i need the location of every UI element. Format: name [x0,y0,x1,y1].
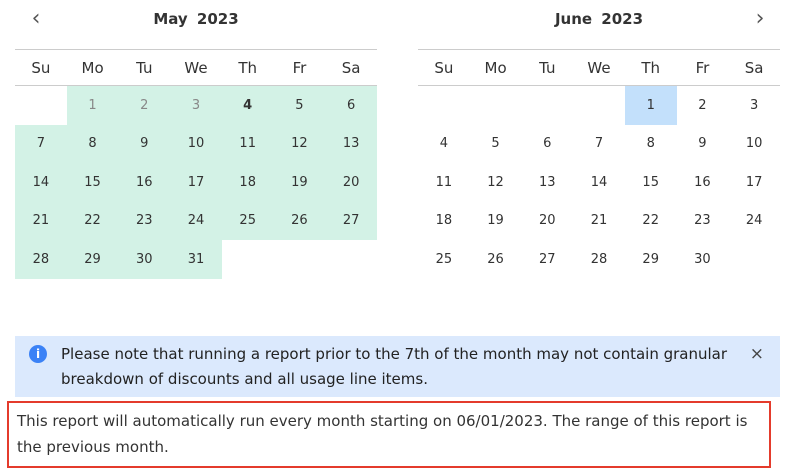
day-10[interactable]: 10 [745,136,763,152]
day-3[interactable]: 3 [170,86,222,125]
weekday-mo: Mo [81,58,104,77]
day-24[interactable]: 24 [170,201,222,240]
weekday-header: Su Mo Tu We Th Fr Sa [15,49,377,86]
day-15[interactable]: 15 [66,163,119,202]
prev-month-button[interactable]: ‹ [31,6,41,31]
day-12[interactable]: 12 [487,174,504,190]
day-8[interactable]: 8 [646,136,655,152]
day-16[interactable]: 16 [694,174,711,190]
day-23[interactable]: 23 [118,201,171,240]
day-15[interactable]: 15 [642,174,659,190]
day-5[interactable]: 5 [491,136,500,152]
empty-cell [470,86,522,125]
day-9[interactable]: 9 [698,136,707,152]
weekday-su: Su [434,58,454,77]
weekday-sa: Sa [341,58,361,77]
day-9[interactable]: 9 [118,124,171,163]
day-4[interactable]: 4 [439,136,448,152]
day-22[interactable]: 22 [66,201,119,240]
day-26[interactable]: 26 [273,201,326,240]
day-18[interactable]: 18 [221,163,274,202]
day-2[interactable]: 2 [118,86,171,125]
empty-cell [573,86,625,125]
weekday-tu: Tu [539,58,556,77]
day-29[interactable]: 29 [66,240,119,279]
day-30[interactable]: 30 [118,240,171,279]
day-22[interactable]: 22 [642,213,659,229]
day-17[interactable]: 17 [170,163,222,202]
day-3[interactable]: 3 [750,97,759,113]
weekday-sa: Sa [744,58,764,77]
day-2[interactable]: 2 [698,97,707,113]
may-calendar: Su Mo Tu We Th Fr Sa 1 2 3 4 5 6 7 8 9 10 11 12 13 14 15 16 17… [15,49,377,279]
weekday-mo: Mo [484,58,507,77]
day-10[interactable]: 10 [170,124,222,163]
schedule-note: This report will automatically run every… [7,401,771,468]
day-5[interactable]: 5 [273,86,326,125]
weekday-tu: Tu [136,58,153,77]
day-13[interactable]: 13 [539,174,556,190]
right-month-title: June 2023 [554,10,644,28]
day-30[interactable]: 30 [694,251,711,267]
day-8[interactable]: 8 [66,124,119,163]
day-20[interactable]: 20 [539,213,556,229]
day-1[interactable]: 1 [624,86,677,125]
day-21[interactable]: 21 [15,201,67,240]
empty-cell [418,86,470,125]
empty-cell [15,86,67,125]
day-4[interactable]: 4 [221,86,274,125]
day-27[interactable]: 27 [539,251,556,267]
day-grid: 1 2 3 4 5 6 7 8 9 10 11 12 13 14 15 16 17 18 19 20 21 22 23 24 2… [418,86,780,279]
day-13[interactable]: 13 [325,124,377,163]
day-29[interactable]: 29 [642,251,659,267]
day-20[interactable]: 20 [325,163,377,202]
schedule-note-text: This report will automatically run every… [17,412,748,456]
day-28[interactable]: 28 [15,240,67,279]
day-27[interactable]: 27 [325,201,377,240]
info-text: Please note that running a report prior … [61,345,728,388]
weekday-th: Th [238,58,258,77]
day-6[interactable]: 6 [543,136,552,152]
day-16[interactable]: 16 [118,163,171,202]
day-24[interactable]: 24 [745,213,763,229]
info-banner: i Please note that running a report prio… [15,336,780,397]
weekday-fr: Fr [292,58,307,77]
day-grid: 1 2 3 4 5 6 7 8 9 10 11 12 13 14 15 16 17 18 19 20 21 22 23 24 2… [15,86,377,279]
day-11[interactable]: 11 [221,124,274,163]
empty-cell [521,86,573,125]
day-6[interactable]: 6 [325,86,377,125]
day-17[interactable]: 17 [745,174,763,190]
day-23[interactable]: 23 [694,213,711,229]
left-month-title: May 2023 [153,10,239,28]
day-18[interactable]: 18 [435,213,453,229]
day-11[interactable]: 11 [435,174,453,190]
day-25[interactable]: 25 [435,251,453,267]
day-7[interactable]: 7 [594,136,604,152]
close-icon[interactable]: × [749,344,764,364]
day-31[interactable]: 31 [170,240,222,279]
day-14[interactable]: 14 [590,174,608,190]
day-21[interactable]: 21 [590,213,608,229]
day-25[interactable]: 25 [221,201,274,240]
day-12[interactable]: 12 [273,124,326,163]
day-7[interactable]: 7 [15,124,67,163]
weekday-header: Su Mo Tu We Th Fr Sa [418,49,780,86]
day-28[interactable]: 28 [590,251,608,267]
weekday-su: Su [31,58,51,77]
day-14[interactable]: 14 [15,163,67,202]
weekday-fr: Fr [695,58,710,77]
day-1[interactable]: 1 [66,86,119,125]
weekday-we: We [587,58,611,77]
next-month-button[interactable]: › [755,6,765,31]
weekday-th: Th [641,58,661,77]
day-26[interactable]: 26 [487,251,504,267]
info-icon: i [29,345,47,363]
weekday-we: We [184,58,208,77]
june-calendar: Su Mo Tu We Th Fr Sa 1 2 3 4 5 6 7 8 9 10 11 12 13 14 15 16 17… [418,49,780,279]
day-19[interactable]: 19 [487,213,504,229]
day-19[interactable]: 19 [273,163,326,202]
